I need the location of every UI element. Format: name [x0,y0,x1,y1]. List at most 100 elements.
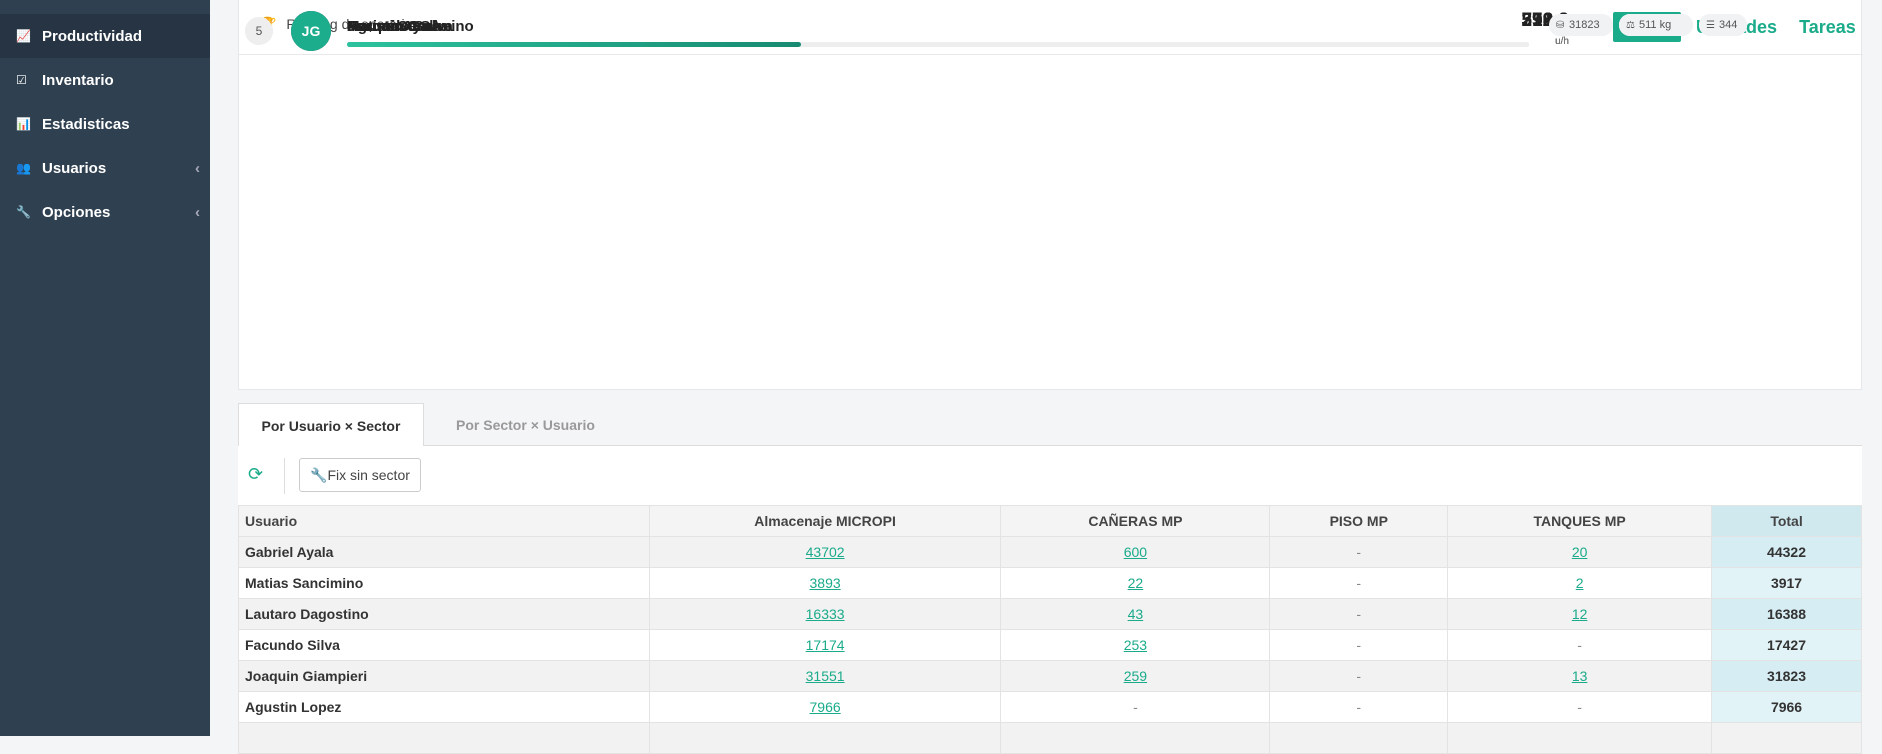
operator-name: Facundo Salva [347,18,453,35]
sidebar-item[interactable]: 👥 Usuarios ‹ [0,146,210,190]
sidebar-label: Inventario [42,71,114,89]
cell-link[interactable]: 43 [1127,606,1144,622]
submenu-caret: ‹ [195,159,200,177]
bar [347,42,802,47]
cell-link[interactable]: 3893 [809,575,841,591]
ranking-card: 🏆 Ranking de operarios U/horaUnidadesTar… [238,0,1863,390]
mode-button[interactable]: Tareas [1799,17,1856,37]
table-cell: - [1269,598,1449,630]
sidebar-item[interactable]: ☑ Inventario [0,58,210,102]
sidebar-item[interactable]: 📈 Productividad [0,14,210,58]
sidebar-icon: 👥 [16,161,31,175]
table-cell [238,722,650,754]
table-cell: 253 [1000,629,1271,661]
rank-badge: 5 [245,17,273,45]
chip-icon: ⛁ [1556,19,1565,31]
table-cell: 13 [1447,660,1713,692]
column-header: Almacenaje MICROPI [648,505,1002,537]
operator-name: Matias Sancimino [347,18,474,35]
rate-unit: u/h [1555,36,1569,47]
table-row [238,722,1862,754]
cell-link[interactable]: 253 [1123,637,1148,653]
chip-units: ⛁ 31823 [1549,14,1613,36]
table-cell: Gabriel Ayala [238,536,650,568]
rate-unit: u/h [1555,36,1569,47]
table-cell: - [1269,536,1449,568]
table-row: Joaquin Giampieri 31551 259 - 13 31823 [238,660,1862,692]
tab[interactable]: Por Sector × Usuario [456,417,595,433]
sidebar-icon: 🔧 [16,205,31,219]
submenu-caret: ‹ [195,203,200,221]
table-cell: 600 [1000,536,1271,568]
column-header: CAÑERAS MP [1000,505,1271,537]
table-cell: - [1269,660,1449,692]
operator-name: Agustin Cersa [347,18,449,35]
table-cell: - [1269,629,1449,661]
cell-link[interactable]: 22 [1127,575,1144,591]
table-cell: 17427 [1711,629,1862,661]
cell-link[interactable]: 17174 [805,637,845,653]
table-cell: - [1269,691,1449,723]
table-cell: 3917 [1711,567,1862,599]
table-row: Facundo Silva 17174 253- -17427 [238,629,1862,661]
sidebar-label: Opciones [42,203,111,221]
table-cell: 259 [1000,660,1271,692]
sidebar-icon: ☑ [16,73,27,87]
cell-link[interactable]: 16333 [805,606,845,622]
cell-link[interactable]: 259 [1123,668,1148,684]
table-cell: Lautaro Dagostino [238,598,650,630]
column-header: Total [1711,505,1862,537]
table-cell: 2 [1447,567,1713,599]
table-cell: 31823 [1711,660,1862,692]
table-cell: 22 [1000,567,1271,599]
cell-link[interactable]: 2 [1575,575,1584,591]
table-cell: 16333 [648,598,1002,630]
sidebar-icon: 📈 [16,29,31,43]
table-cell: - [1000,691,1271,723]
table-cell: 43702 [648,536,1002,568]
rate-unit: u/h [1555,36,1569,47]
chip-tasks: ☰ 344 [1699,14,1747,36]
cell-link[interactable]: 7966 [809,699,841,715]
sidebar: 📈 Productividad ☑ Inventario 📊 Estadisticas 👥 U… [0,0,210,736]
sidebar-icon: 📊 [16,117,31,131]
cell-link[interactable]: 12 [1571,606,1588,622]
tab[interactable]: Por Usuario × Sector [238,403,424,447]
table-cell: 3893 [648,567,1002,599]
table-row: Agustin Lopez 7966- - -7966 [238,691,1862,723]
cell-link[interactable]: 43702 [805,544,845,560]
cell-link[interactable]: 31551 [805,668,845,684]
table-cell: 12 [1447,598,1713,630]
sidebar-item[interactable]: 🔧 Opciones ‹ [0,190,210,234]
rate-unit: u/h [1555,36,1569,47]
refresh-button[interactable]: ⟳ [248,464,264,484]
cell-link[interactable]: 600 [1123,544,1148,560]
rate-unit: u/h [1555,36,1569,47]
operator-name: Hernan Ayala [347,18,442,35]
toolbar-sep [284,458,285,494]
chip-icon: ☰ [1706,19,1715,31]
table-cell [1447,722,1713,754]
sidebar-item[interactable]: 📊 Estadisticas [0,102,210,146]
gutter [210,0,238,736]
fix-label: Fix sin sector [327,467,410,483]
table-cell [648,722,1002,754]
cell-link[interactable]: 20 [1571,544,1588,560]
table-cell: 44322 [1711,536,1862,568]
table-cell [1269,722,1449,754]
table-cell [1000,722,1271,754]
table-cell [1711,722,1862,754]
chip-weight: ⚖ 511 kg [1619,14,1693,36]
table-cell: 7966 [648,691,1002,723]
chip-value: 511 kg [1639,19,1672,31]
table-cell: 7966 [1711,691,1862,723]
cell-link[interactable]: 13 [1571,668,1588,684]
table-cell: 43 [1000,598,1271,630]
table-panel: ⟳ 🔧 Fix sin sector Usuario Almacenaje MICR… [238,446,1862,754]
column-header: TANQUES MP [1447,505,1713,537]
table-cell: 16388 [1711,598,1862,630]
fix-button[interactable]: 🔧 Fix sin sector [299,458,421,492]
table-cell: 17174 [648,629,1002,661]
avatar: JG [291,11,331,51]
header-row: Usuario Almacenaje MICROPI CAÑERAS MP PISO … [238,505,1862,537]
